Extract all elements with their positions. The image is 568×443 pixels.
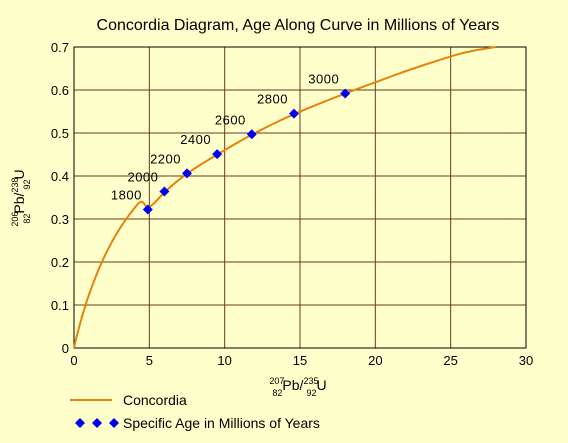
age-label-2200: 2200: [150, 151, 181, 166]
age-marker-2600: [246, 129, 257, 140]
age-marker-2000: [159, 186, 170, 197]
age-label-2600: 2600: [215, 112, 246, 127]
age-label-1800: 1800: [111, 188, 142, 203]
y-label-el-2: U: [11, 169, 27, 179]
x-label-el-1: Pb/: [282, 377, 303, 393]
grid: [74, 47, 526, 348]
y-tick-label: 0.5: [51, 126, 69, 141]
x-tick-label: 10: [217, 353, 231, 368]
age-marker-2800: [288, 108, 299, 119]
x-tick-label: 0: [70, 353, 77, 368]
y-tick-label: 0.7: [51, 40, 69, 55]
age-marker-2200: [182, 168, 192, 179]
legend-age-label: Specific Age in Millions of Years: [123, 415, 320, 431]
x-label-sub-2: 92: [306, 388, 316, 398]
age-label-3000: 3000: [308, 71, 339, 86]
y-label-el-1: Pb/: [11, 192, 27, 213]
age-label-2400: 2400: [180, 132, 211, 147]
y-tick-label: 0.6: [51, 83, 69, 98]
y-tick-label: 0.3: [51, 212, 69, 227]
age-marker-1800: [142, 204, 153, 215]
x-tick-label: 25: [443, 353, 457, 368]
age-markers: [142, 88, 351, 215]
legend-diamond-icon: [75, 418, 85, 428]
y-label-sub-2: 92: [22, 180, 32, 190]
legend-age-swatch: [75, 418, 119, 428]
y-tick-label: 0.2: [51, 255, 69, 270]
y-label-sub-1: 82: [22, 214, 32, 224]
y-tick-label: 0.1: [51, 298, 69, 313]
y-tick-label: 0: [62, 341, 69, 356]
legend-diamond-icon: [109, 418, 119, 428]
age-label-2800: 2800: [257, 92, 288, 107]
age-label-2000: 2000: [127, 169, 158, 184]
legend-concordia-label: Concordia: [123, 392, 187, 408]
x-tick-label: 15: [293, 353, 307, 368]
x-tick-label: 5: [146, 353, 153, 368]
legend-diamond-icon: [92, 418, 102, 428]
x-label-sub-1: 82: [272, 388, 282, 398]
legend: Concordia Specific Age in Millions of Ye…: [70, 392, 320, 431]
y-label-sup-1: 206: [10, 212, 20, 227]
plot-frame: [73, 46, 527, 349]
concordia-line: [73, 46, 497, 349]
x-label-el-2: U: [316, 377, 326, 393]
y-tick-labels: 0 0.1 0.2 0.3 0.4 0.5 0.6 0.7: [51, 40, 69, 356]
y-axis-label: 206 82Pb/238 92U: [10, 169, 32, 226]
chart-title: Concordia Diagram, Age Along Curve in Mi…: [97, 17, 500, 34]
age-marker-3000: [340, 88, 351, 99]
age-labels: 1800 2000 2200 2400 2600 2800 3000: [111, 71, 339, 202]
y-tick-label: 0.4: [51, 169, 69, 184]
age-marker-2400: [212, 149, 223, 160]
x-label-sup-1: 207: [269, 376, 284, 386]
x-tick-label: 30: [519, 353, 533, 368]
y-label-sup-2: 238: [10, 178, 20, 193]
x-tick-labels: 0 5 10 15 20 25 30: [70, 353, 533, 368]
x-axis-label: 207 82Pb/235 92U: [269, 376, 326, 398]
x-label-sup-2: 235: [303, 376, 318, 386]
x-tick-label: 20: [368, 353, 382, 368]
